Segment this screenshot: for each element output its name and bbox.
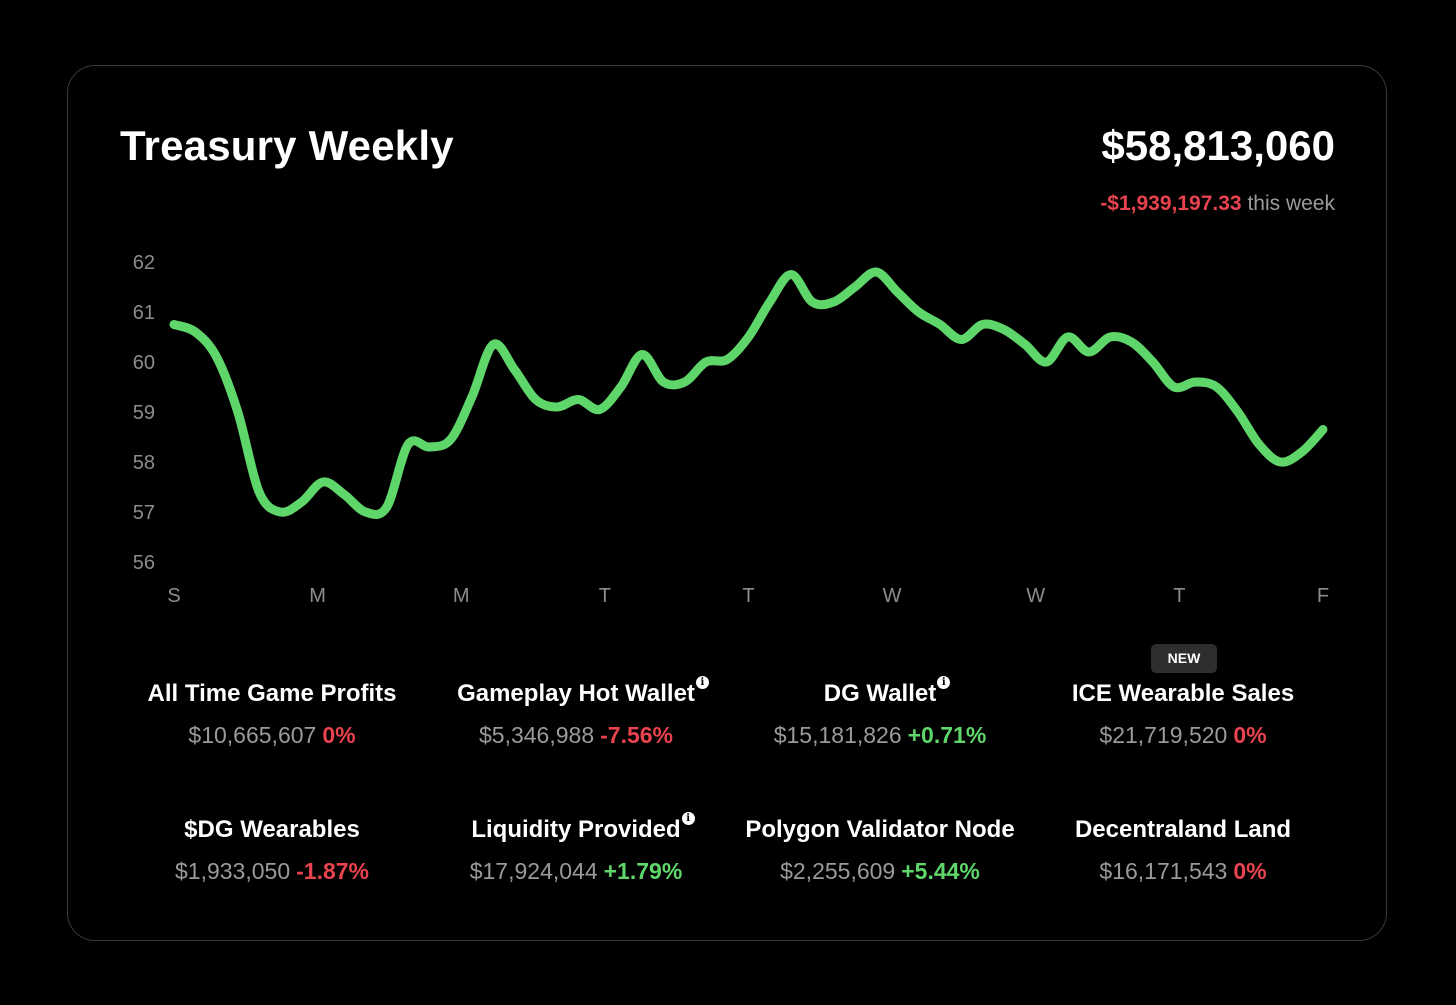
stat-amount: $1,933,050: [175, 858, 291, 884]
stat-amount: $17,924,044: [469, 858, 598, 884]
stat-change: -1.87%: [296, 858, 369, 884]
info-icon[interactable]: i: [695, 676, 709, 689]
stat-value: $2,255,609 +5.44%: [720, 858, 1040, 885]
stat-all-time-game-profits: All Time Game Profits $10,665,607 0%: [112, 680, 432, 749]
stat-label-text: Liquidity Provided: [471, 816, 681, 843]
stat-change: +0.71%: [907, 722, 987, 748]
stat-amount: $10,665,607: [188, 722, 317, 748]
stat-label: Decentraland Land: [1074, 816, 1292, 843]
stat-dg-wearables: $DG Wearables $1,933,050 -1.87%: [112, 816, 432, 885]
stat-polygon-validator-node: Polygon Validator Node $2,255,609 +5.44%: [720, 816, 1040, 885]
stat-amount: $21,719,520: [1099, 722, 1228, 748]
stat-label: DG Wallet i: [823, 676, 951, 708]
stat-value: $1,933,050 -1.87%: [112, 858, 432, 885]
stat-ice-wearable-sales: ICE Wearable Sales $21,719,520 0%: [1023, 680, 1343, 749]
page-title: Treasury Weekly: [120, 122, 454, 169]
stat-label: All Time Game Profits: [147, 680, 397, 707]
stat-dg-wallet: DG Wallet i $15,181,826 +0.71%: [720, 676, 1040, 749]
info-icon[interactable]: i: [937, 676, 951, 689]
stat-value: $5,346,988 -7.56%: [416, 722, 736, 749]
stat-amount: $16,171,543: [1099, 858, 1228, 884]
stat-change: 0%: [1233, 858, 1267, 884]
stat-label-text: DG Wallet: [823, 680, 937, 707]
stat-change: 0%: [1233, 722, 1267, 748]
stat-amount: $2,255,609: [780, 858, 896, 884]
weekly-change-suffix: this week: [1247, 192, 1335, 215]
stat-value: $16,171,543 0%: [1023, 858, 1343, 885]
weekly-change-amount: -$1,939,197.33: [1100, 192, 1242, 215]
stat-change: +1.79%: [603, 858, 683, 884]
stat-label: Polygon Validator Node: [745, 816, 1015, 843]
stat-decentraland-land: Decentraland Land $16,171,543 0%: [1023, 816, 1343, 885]
weekly-change: -$1,939,197.33 this week: [1100, 192, 1335, 216]
stat-gameplay-hot-wallet: Gameplay Hot Wallet i $5,346,988 -7.56%: [416, 676, 736, 749]
stat-value: $10,665,607 0%: [112, 722, 432, 749]
stat-value: $15,181,826 +0.71%: [720, 722, 1040, 749]
total-value: $58,813,060: [1101, 122, 1335, 169]
info-icon[interactable]: i: [681, 812, 695, 825]
stat-amount: $15,181,826: [773, 722, 902, 748]
stat-value: $17,924,044 +1.79%: [416, 858, 736, 885]
stat-label-text: Gameplay Hot Wallet: [457, 680, 695, 707]
stat-amount: $5,346,988: [479, 722, 595, 748]
stat-change: -7.56%: [600, 722, 673, 748]
stat-change: +5.44%: [901, 858, 980, 884]
stat-label: $DG Wearables: [184, 816, 360, 843]
stat-change: 0%: [322, 722, 356, 748]
stat-label: Gameplay Hot Wallet i: [457, 676, 709, 708]
stat-label: ICE Wearable Sales: [1071, 680, 1295, 707]
stat-liquidity-provided: Liquidity Provided i $17,924,044 +1.79%: [416, 812, 736, 885]
new-badge: NEW: [1151, 644, 1217, 673]
stat-label: Liquidity Provided i: [471, 812, 695, 844]
stat-value: $21,719,520 0%: [1023, 722, 1343, 749]
